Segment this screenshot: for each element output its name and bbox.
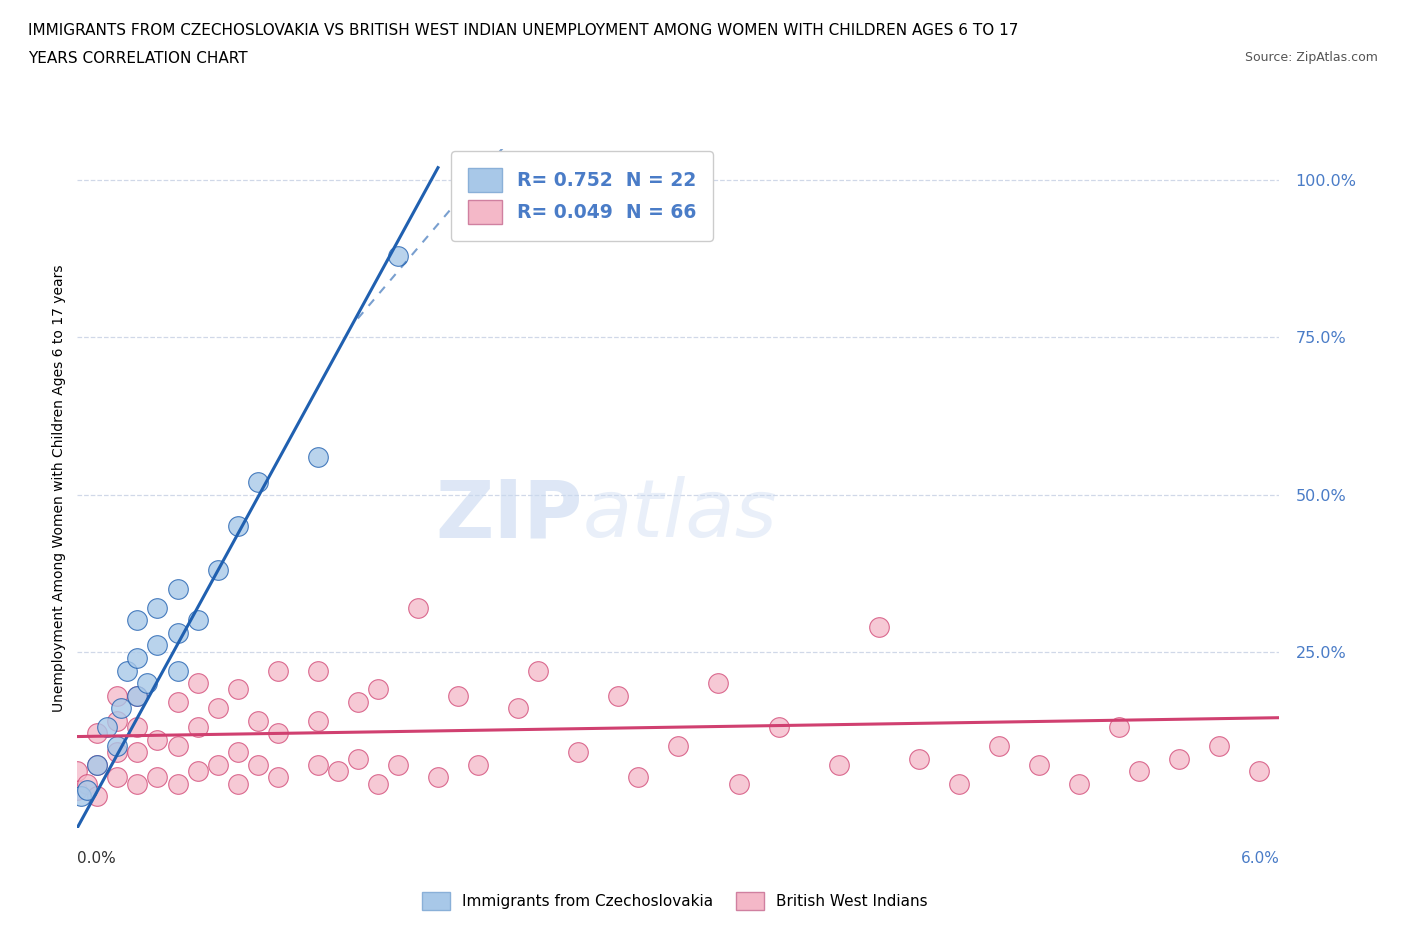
Point	[427, 770, 450, 785]
Point	[86, 757, 108, 772]
Point	[146, 732, 169, 747]
Point	[347, 751, 370, 766]
Point	[86, 789, 108, 804]
Point	[207, 757, 229, 772]
Point	[226, 777, 249, 791]
Point	[127, 688, 149, 703]
Point	[110, 701, 132, 716]
Point	[908, 751, 931, 766]
Point	[1249, 764, 1271, 778]
Point	[627, 770, 650, 785]
Point	[406, 600, 429, 615]
Point	[1028, 757, 1050, 772]
Point	[508, 701, 530, 716]
Point	[76, 777, 98, 791]
Point	[567, 745, 589, 760]
Point	[127, 777, 149, 791]
Point	[166, 581, 188, 596]
Point	[387, 757, 409, 772]
Point	[768, 720, 790, 735]
Text: IMMIGRANTS FROM CZECHOSLOVAKIA VS BRITISH WEST INDIAN UNEMPLOYMENT AMONG WOMEN W: IMMIGRANTS FROM CZECHOSLOVAKIA VS BRITIS…	[28, 23, 1018, 38]
Point	[66, 782, 89, 797]
Point	[307, 757, 329, 772]
Text: 0.0%: 0.0%	[77, 851, 117, 866]
Point	[828, 757, 851, 772]
Text: 6.0%: 6.0%	[1240, 851, 1279, 866]
Point	[70, 789, 93, 804]
Point	[326, 764, 349, 778]
Point	[467, 757, 489, 772]
Legend: Immigrants from Czechoslovakia, British West Indians: Immigrants from Czechoslovakia, British …	[415, 884, 935, 918]
Text: atlas: atlas	[582, 476, 778, 554]
Point	[367, 777, 389, 791]
Point	[76, 782, 98, 797]
Point	[127, 613, 149, 628]
Y-axis label: Unemployment Among Women with Children Ages 6 to 17 years: Unemployment Among Women with Children A…	[52, 264, 66, 712]
Point	[1069, 777, 1091, 791]
Point	[107, 745, 129, 760]
Point	[367, 682, 389, 697]
Text: ZIP: ZIP	[434, 476, 582, 554]
Point	[668, 738, 690, 753]
Point	[207, 701, 229, 716]
Point	[96, 720, 118, 735]
Point	[107, 688, 129, 703]
Point	[1168, 751, 1191, 766]
Point	[1208, 738, 1230, 753]
Point	[727, 777, 749, 791]
Point	[146, 638, 169, 653]
Point	[127, 745, 149, 760]
Point	[166, 663, 188, 678]
Point	[66, 764, 89, 778]
Point	[948, 777, 970, 791]
Point	[166, 625, 188, 640]
Point	[146, 770, 169, 785]
Point	[166, 738, 188, 753]
Point	[127, 651, 149, 666]
Point	[226, 682, 249, 697]
Point	[146, 600, 169, 615]
Point	[86, 757, 108, 772]
Point	[387, 248, 409, 263]
Point	[166, 695, 188, 710]
Point	[347, 695, 370, 710]
Point	[447, 688, 470, 703]
Point	[527, 663, 550, 678]
Point	[186, 676, 209, 691]
Point	[1128, 764, 1150, 778]
Point	[226, 519, 249, 534]
Point	[226, 745, 249, 760]
Point	[117, 663, 139, 678]
Point	[607, 688, 630, 703]
Point	[988, 738, 1011, 753]
Point	[246, 757, 269, 772]
Point	[307, 713, 329, 728]
Point	[307, 663, 329, 678]
Point	[868, 619, 890, 634]
Point	[86, 726, 108, 741]
Point	[307, 449, 329, 464]
Text: YEARS CORRELATION CHART: YEARS CORRELATION CHART	[28, 51, 247, 66]
Point	[107, 770, 129, 785]
Point	[166, 777, 188, 791]
Point	[107, 713, 129, 728]
Point	[186, 720, 209, 735]
Point	[707, 676, 730, 691]
Point	[127, 688, 149, 703]
Point	[127, 720, 149, 735]
Point	[246, 474, 269, 489]
Point	[207, 563, 229, 578]
Point	[186, 764, 209, 778]
Point	[1108, 720, 1130, 735]
Point	[136, 676, 159, 691]
Text: Source: ZipAtlas.com: Source: ZipAtlas.com	[1244, 51, 1378, 64]
Point	[267, 726, 290, 741]
Point	[267, 663, 290, 678]
Point	[246, 713, 269, 728]
Legend: R= 0.752  N = 22, R= 0.049  N = 66: R= 0.752 N = 22, R= 0.049 N = 66	[451, 152, 713, 241]
Point	[186, 613, 209, 628]
Point	[107, 738, 129, 753]
Point	[267, 770, 290, 785]
